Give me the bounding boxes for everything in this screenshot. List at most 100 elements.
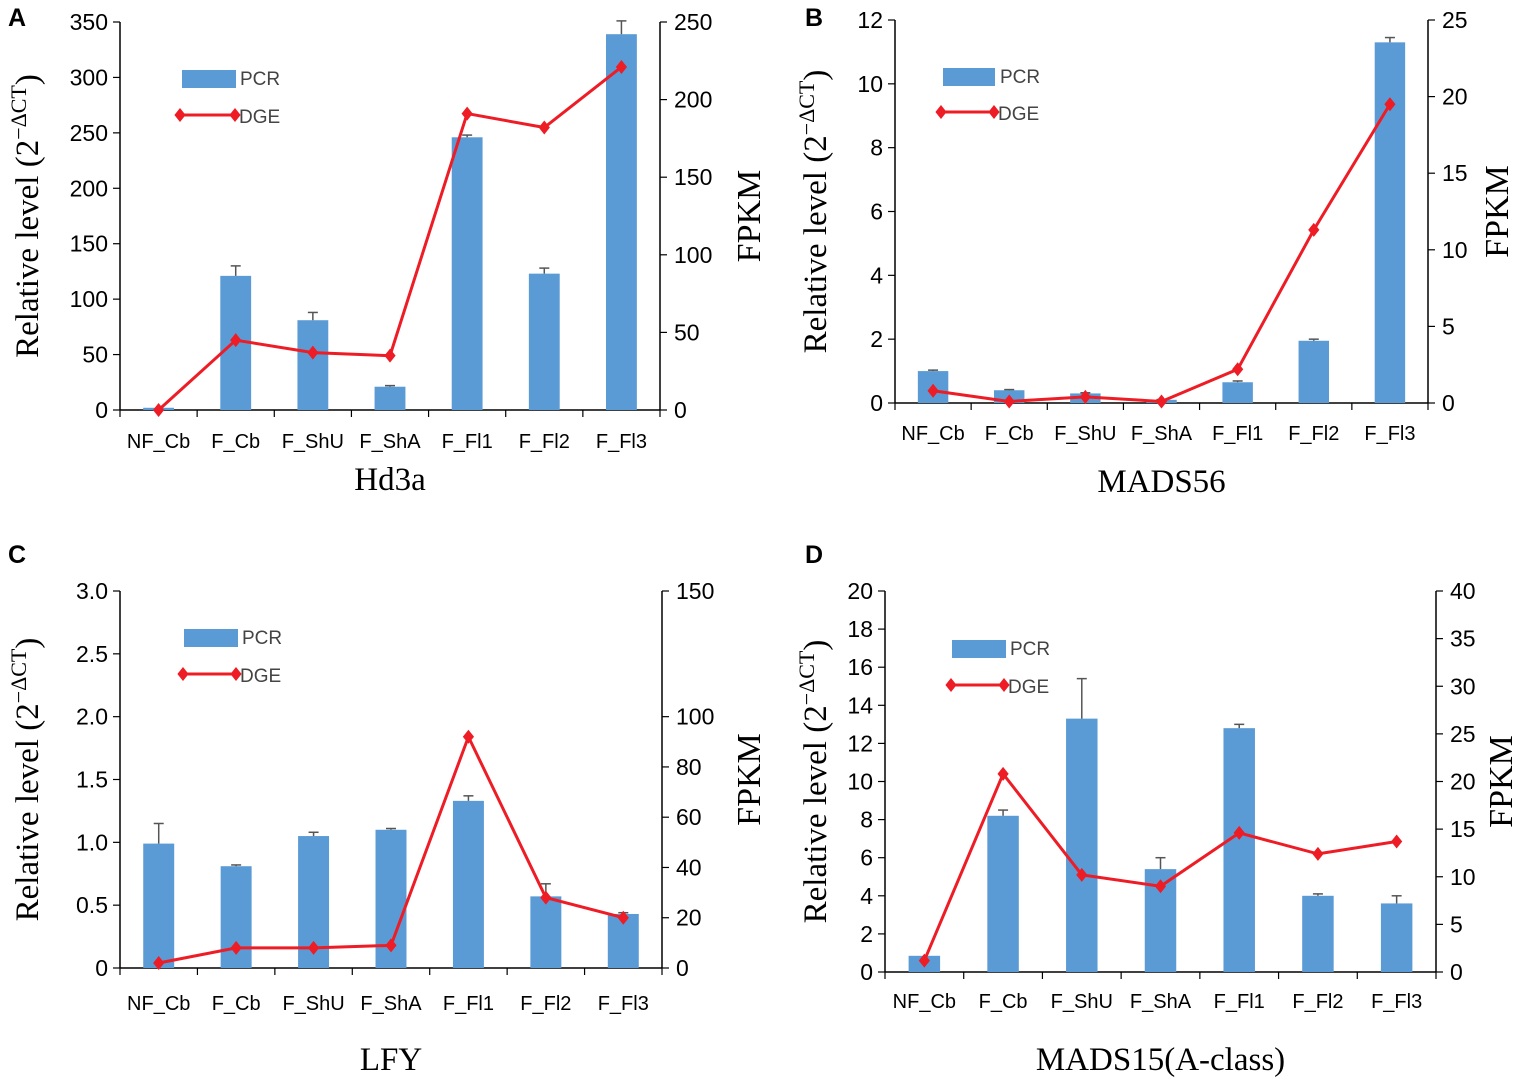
y2-tick-label: 20	[1442, 84, 1468, 110]
legend-pcr-label: PCR	[240, 69, 280, 90]
x-tick-label: NF_Cb	[901, 423, 964, 445]
legend-dge-marker	[229, 108, 241, 122]
y-axis-label-main: Relative level (2	[10, 703, 46, 921]
dge-point	[1154, 879, 1167, 894]
y-tick-label: 12	[857, 7, 883, 33]
y-tick-label: 8	[870, 135, 883, 161]
y-tick-label: 350	[70, 9, 108, 35]
y-tick-label: 50	[82, 342, 108, 368]
x-tick-label: F_Fl1	[1214, 991, 1265, 1013]
y-tick-label: 8	[860, 807, 873, 833]
legend-dge-marker	[945, 678, 957, 692]
x-tick-label: F_ShA	[359, 431, 421, 453]
y-tick-label: 0	[95, 397, 108, 423]
panel-letter: D	[805, 541, 823, 569]
dge-point	[918, 953, 930, 968]
x-tick-label: F_ShU	[282, 431, 344, 453]
chart-title: MADS56	[1097, 464, 1225, 500]
legend-dge-label: DGE	[1008, 677, 1049, 698]
y-tick-label: 4	[860, 883, 873, 909]
x-tick-label: F_Fl2	[1288, 423, 1339, 445]
y2-tick-label: 5	[1450, 911, 1463, 937]
legend-pcr-label: PCR	[1000, 67, 1040, 88]
x-tick-label: F_ShA	[360, 993, 422, 1015]
chart-panel-b: B 0 2 4 6 8 10 12 0 5 10 15 20 25 NF_Cb F_Cb F_ShU F_ShA F…	[794, 4, 1516, 500]
y2-tick-label: 0	[674, 397, 687, 423]
y-tick-label: 1.5	[76, 767, 108, 793]
bar	[1298, 340, 1330, 403]
bar	[1223, 728, 1255, 972]
y-tick-label: 3.0	[76, 578, 108, 604]
dge-point	[230, 940, 242, 955]
y2-axis-label: FPKM	[1483, 735, 1520, 828]
y-tick-label: 200	[70, 175, 108, 201]
y-tick-label: 12	[847, 730, 873, 756]
y2-tick-label: 50	[674, 319, 700, 345]
y-tick-label: 0.5	[76, 892, 108, 918]
y-tick-label: 2	[860, 921, 873, 947]
y-tick-label: 20	[847, 578, 873, 604]
y2-tick-label: 100	[676, 704, 714, 730]
dge-point	[1312, 846, 1324, 861]
x-tick-label: F_Fl1	[442, 431, 493, 453]
bar	[1380, 903, 1413, 972]
x-tick-label: F_Fl1	[443, 993, 494, 1015]
legend-dge-label: DGE	[240, 666, 281, 687]
y-tick-label: 10	[857, 71, 883, 97]
legend: PCR DGE	[945, 639, 1050, 698]
y2-tick-label: 10	[1442, 237, 1468, 263]
x-tick-label: F_Fl3	[596, 431, 647, 453]
bar	[452, 800, 484, 968]
dge-point	[1076, 867, 1088, 882]
x-tick-label: F_ShU	[1051, 991, 1113, 1013]
x-tick-label: F_Fl1	[1212, 423, 1263, 445]
y-tick-label: 1.0	[76, 829, 108, 855]
x-tick-label: F_Cb	[979, 991, 1028, 1013]
legend: PCR DGE	[935, 67, 1040, 125]
legend-dge-marker	[935, 105, 947, 119]
y-axis-label: Relative level (2−ΔCT)	[6, 74, 46, 358]
y-tick-label: 2.5	[76, 641, 108, 667]
dge-point	[615, 60, 628, 75]
dge-point	[538, 120, 550, 135]
y2-tick-label: 60	[676, 804, 702, 830]
bar	[374, 386, 406, 410]
x-tick-label: F_Cb	[212, 993, 261, 1015]
y-tick-label: 150	[70, 231, 108, 257]
y2-tick-label: 0	[1442, 390, 1455, 416]
y2-tick-label: 40	[1450, 578, 1476, 604]
legend-dge-marker	[230, 667, 242, 681]
y-axis-label: Relative level (2−ΔCT)	[794, 640, 834, 924]
y-tick-label: 0	[95, 955, 108, 981]
x-tick-label: F_Fl3	[1364, 423, 1415, 445]
y-tick-label: 4	[870, 262, 883, 288]
bar	[1222, 382, 1253, 403]
dge-point	[1233, 825, 1245, 840]
y-tick-label: 2.0	[76, 704, 108, 730]
x-tick-label: F_Cb	[985, 423, 1034, 445]
x-tick-label: F_Fl2	[1292, 991, 1343, 1013]
y2-tick-label: 15	[1442, 160, 1468, 186]
legend-dge-marker	[998, 678, 1010, 692]
legend: PCR DGE	[174, 69, 280, 128]
dge-point	[152, 403, 165, 417]
y-tick-label: 100	[70, 286, 108, 312]
dge-point	[461, 106, 473, 121]
x-tick-label: F_ShU	[1054, 423, 1116, 445]
y-tick-label: 0	[870, 390, 883, 416]
chart-panel-d: D 0 2 4 6 8 10 12 14 16 18 20 0 5 10 15 20 25 30 35 40 NF_Cb F…	[794, 541, 1520, 1078]
legend-pcr-swatch	[952, 640, 1006, 658]
bar	[1374, 42, 1406, 403]
chart-title: LFY	[360, 1042, 422, 1078]
bar	[451, 137, 483, 410]
y-axis-label-superscript: −ΔCT	[6, 85, 31, 140]
x-tick-label: F_Fl3	[1371, 991, 1422, 1013]
chart-panel-c: C 0 0.5 1.0 1.5 2.0 2.5 3.0 0 20 40 60 80 100 150 NF_Cb…	[6, 541, 768, 1078]
panel-letter: A	[8, 4, 26, 32]
bar	[297, 320, 329, 410]
y2-axis-label: FPKM	[731, 170, 768, 263]
y-tick-label: 300	[70, 64, 108, 90]
y2-tick-label: 5	[1442, 313, 1455, 339]
y-axis-label-main: Relative level (2	[10, 140, 46, 358]
